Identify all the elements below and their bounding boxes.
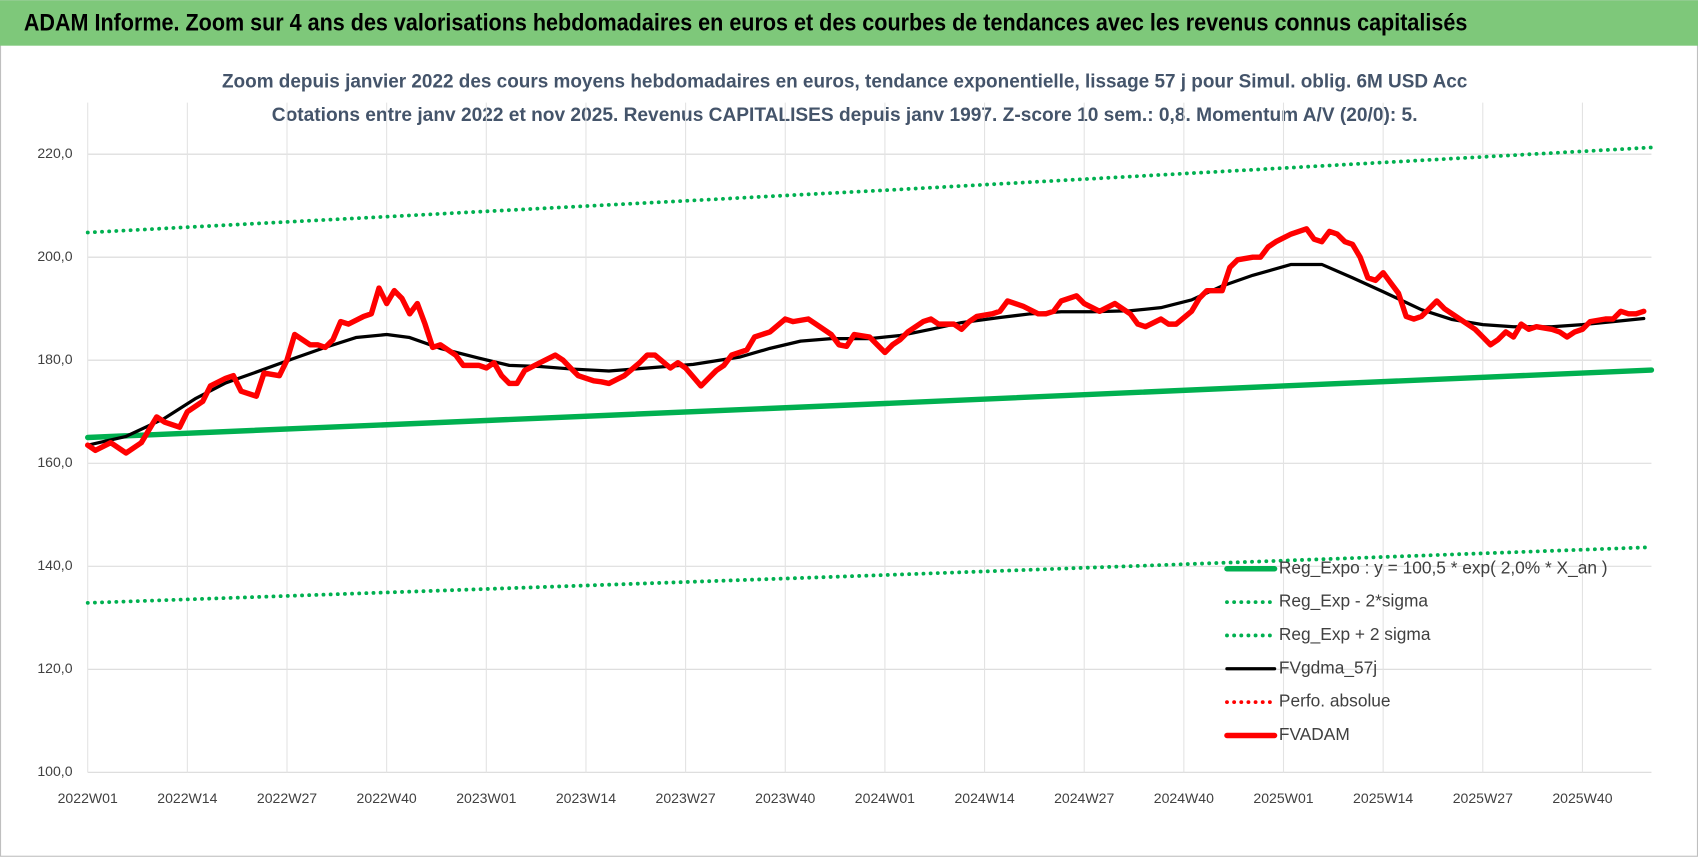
y-tick-label: 100,0 [37,763,72,779]
y-tick-label: 140,0 [37,557,72,573]
x-tick-label: 2023W01 [456,790,516,806]
series-line [85,367,1655,441]
legend-label: FVgdma_57j [1279,657,1377,677]
x-tick-label: 2024W40 [1154,790,1214,806]
y-tick-label: 120,0 [37,660,72,676]
x-tick-label: 2023W14 [556,790,616,806]
series-line [85,226,1647,456]
chart-title: Zoom depuis janvier 2022 des cours moyen… [222,71,1467,93]
x-tick-label: 2024W27 [1054,790,1114,806]
legend-label: Reg_Exp + 2 sigma [1279,624,1431,644]
legend-label: Perfo. absolue [1279,691,1391,711]
x-tick-label: 2024W01 [855,790,915,806]
header-bar [0,0,1698,46]
x-tick-label: 2022W27 [257,790,317,806]
x-tick-label: 2024W14 [954,790,1014,806]
series-line [86,262,1646,447]
legend-label: Reg_Expo : y = 100,5 * exp( 2,0% * X_an … [1279,557,1608,577]
x-tick-label: 2022W14 [157,790,217,806]
series-line [85,145,1654,235]
y-tick-label: 160,0 [37,454,72,470]
x-tick-label: 2023W27 [656,790,716,806]
chart-subtitle: Cotations entre janv 2022 et nov 2025. R… [272,104,1418,126]
header-title: ADAM Informe. Zoom sur 4 ans des valoris… [24,9,1468,36]
x-tick-label: 2022W01 [58,790,118,806]
series-line [85,545,1654,605]
x-tick-label: 2025W27 [1453,790,1513,806]
x-tick-label: 2025W40 [1552,790,1612,806]
y-tick-label: 200,0 [37,248,72,264]
legend-label: Reg_Exp - 2*sigma [1279,591,1429,611]
x-tick-label: 2023W40 [755,790,815,806]
x-tick-label: 2022W40 [357,790,417,806]
x-tick-label: 2025W14 [1353,790,1413,806]
legend-label: FVADAM [1279,724,1350,744]
x-tick-label: 2025W01 [1253,790,1313,806]
y-tick-label: 180,0 [37,351,72,367]
y-tick-label: 220,0 [37,145,72,161]
